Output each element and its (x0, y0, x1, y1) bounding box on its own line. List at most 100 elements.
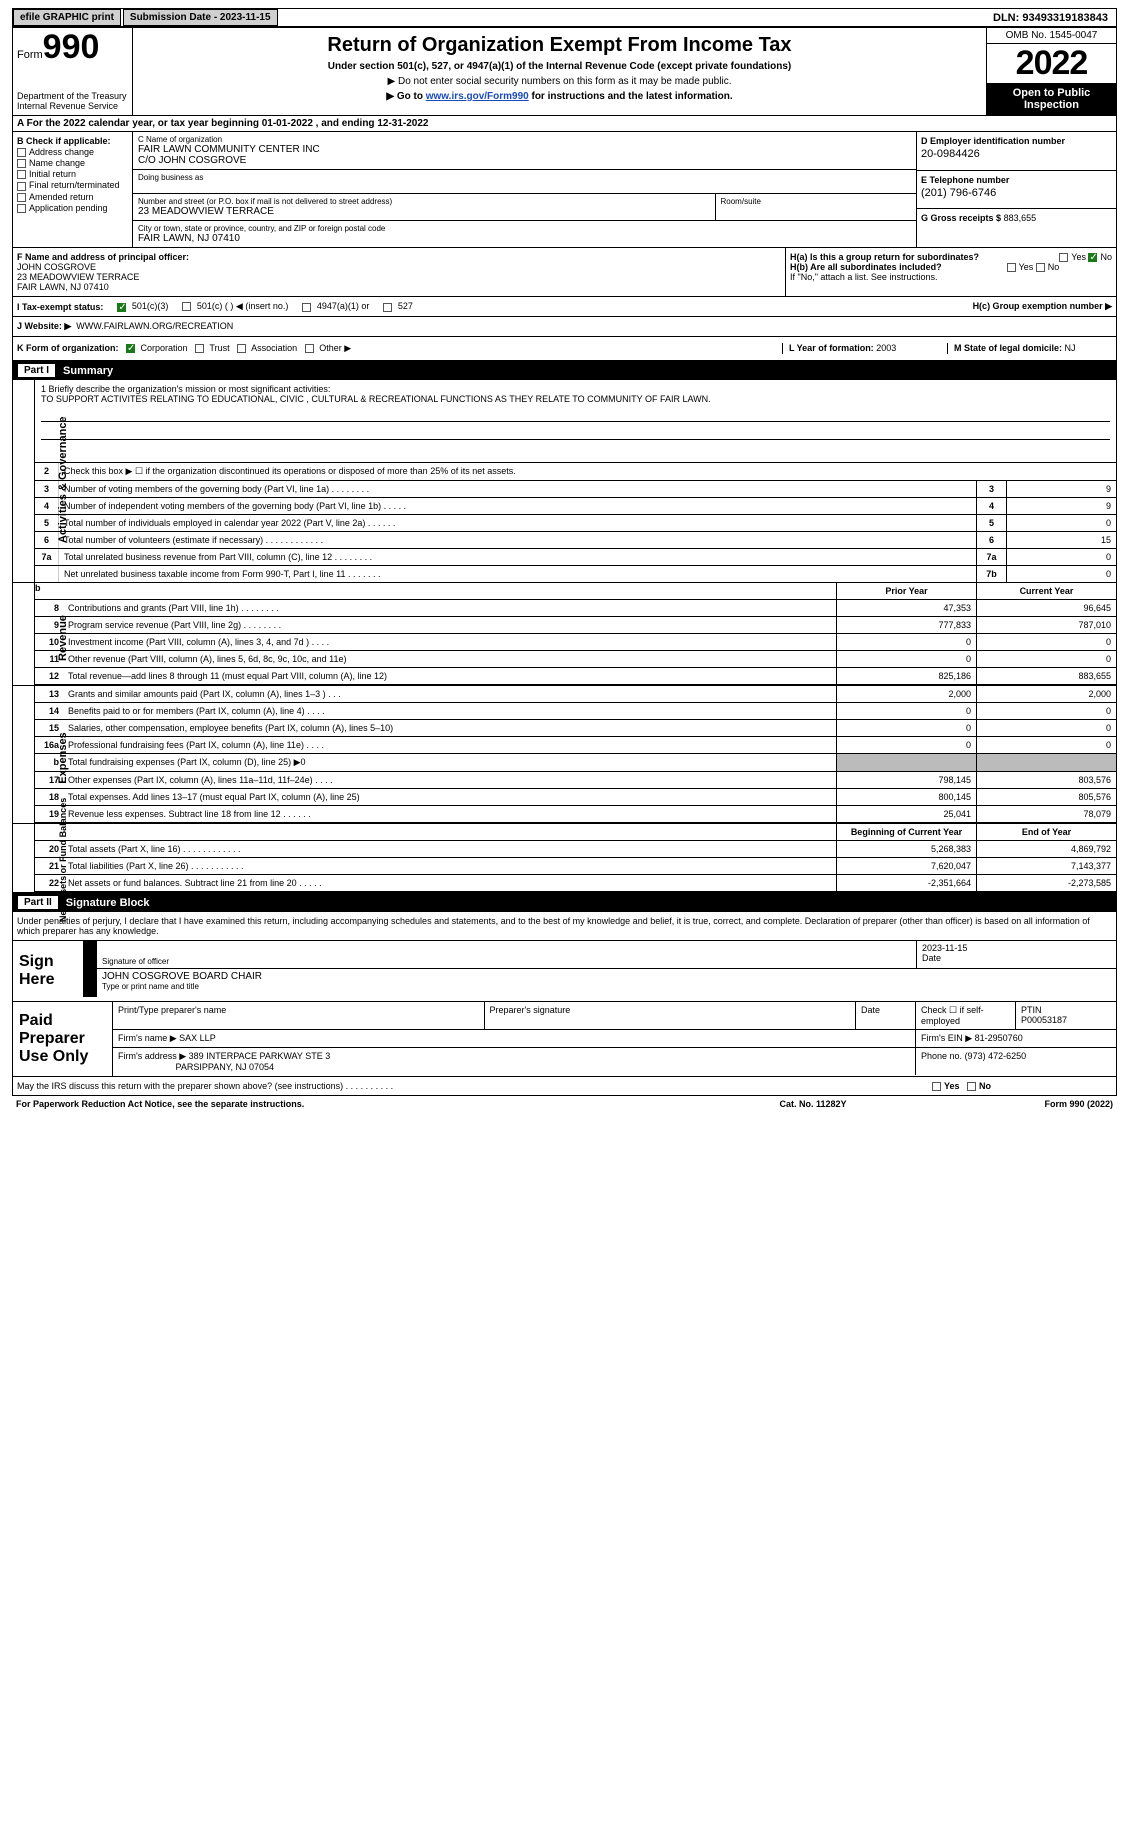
ein-value: 20-0984426 (921, 148, 1112, 160)
lbl-address: Number and street (or P.O. box if mail i… (138, 197, 710, 206)
penalty-statement: Under penalties of perjury, I declare th… (13, 912, 1116, 941)
chk-501c[interactable] (182, 302, 191, 311)
table-row: 10Investment income (Part VIII, column (… (35, 634, 1116, 651)
firm-phone: (973) 472-6250 (965, 1051, 1027, 1061)
table-row: 22Net assets or fund balances. Subtract … (35, 875, 1116, 892)
paid-preparer-label: Paid Preparer Use Only (13, 1002, 113, 1076)
year-formation: 2003 (876, 343, 896, 353)
section-a-tax-year: A For the 2022 calendar year, or tax yea… (12, 116, 1117, 132)
lbl-firm-addr: Firm's address ▶ (118, 1051, 186, 1061)
table-row: 16aProfessional fundraising fees (Part I… (35, 737, 1116, 754)
lbl-website: J Website: ▶ (17, 321, 71, 331)
lbl-date: Date (922, 953, 941, 963)
officer-addr1: 23 MEADOWVIEW TERRACE (17, 272, 781, 282)
chk-4947[interactable] (302, 303, 311, 312)
org-city: FAIR LAWN, NJ 07410 (138, 233, 911, 244)
chk-corp[interactable] (126, 344, 135, 353)
table-row: 14Benefits paid to or for members (Part … (35, 703, 1116, 720)
row-hb-note: If "No," attach a list. See instructions… (790, 272, 1112, 282)
gov-row: 5Total number of individuals employed in… (35, 515, 1116, 532)
arrow-icon (83, 941, 97, 968)
org-name: FAIR LAWN COMMUNITY CENTER INC (138, 144, 911, 155)
chk-discuss-no[interactable] (967, 1082, 976, 1091)
lbl-year-formation: L Year of formation: (789, 343, 874, 353)
org-address: 23 MEADOWVIEW TERRACE (138, 206, 710, 217)
lbl-room: Room/suite (721, 197, 912, 206)
row-hb: H(b) Are all subordinates included? Yes … (790, 262, 1112, 272)
lbl-telephone: E Telephone number (921, 175, 1112, 185)
chk-527[interactable] (383, 303, 392, 312)
chk-final-return[interactable]: Final return/terminated (17, 180, 128, 190)
form-subtitle-3: ▶ Go to www.irs.gov/Form990 for instruct… (141, 91, 978, 102)
sig-date: 2023-11-15 (922, 943, 967, 953)
omb-number: OMB No. 1545-0047 (987, 28, 1116, 44)
gross-receipts-value: 883,655 (1004, 213, 1037, 223)
table-row: 15Salaries, other compensation, employee… (35, 720, 1116, 737)
mission-label: 1 Briefly describe the organization's mi… (41, 384, 1110, 394)
gov-row: 3Number of voting members of the governi… (35, 481, 1116, 498)
form-title: Return of Organization Exempt From Incom… (141, 34, 978, 57)
chk-trust[interactable] (195, 344, 204, 353)
sign-here-label: Sign Here (13, 941, 83, 1001)
firm-addr2: PARSIPPANY, NJ 07054 (176, 1062, 275, 1072)
row-hc: H(c) Group exemption number ▶ (973, 301, 1112, 312)
table-row: bTotal fundraising expenses (Part IX, co… (35, 754, 1116, 772)
lbl-form-org: K Form of organization: (17, 343, 119, 353)
mission-text: TO SUPPORT ACTIVITES RELATING TO EDUCATI… (41, 394, 1110, 404)
open-to-public: Open to Public Inspection (987, 83, 1116, 115)
lbl-principal-officer: F Name and address of principal officer: (17, 252, 781, 262)
part-2-header: Part IISignature Block (12, 893, 1117, 912)
lbl-firm-ein: Firm's EIN ▶ (921, 1033, 972, 1043)
gov-row: 6Total number of volunteers (estimate if… (35, 532, 1116, 549)
form-subtitle-1: Under section 501(c), 527, or 4947(a)(1)… (141, 61, 978, 72)
table-row: 21Total liabilities (Part X, line 26) . … (35, 858, 1116, 875)
col-eoy: End of Year (976, 824, 1116, 840)
table-row: 19Revenue less expenses. Subtract line 1… (35, 806, 1116, 823)
col-boy: Beginning of Current Year (836, 824, 976, 840)
form-label: Form (17, 49, 43, 61)
table-row: 12Total revenue—add lines 8 through 11 (… (35, 668, 1116, 685)
efile-graphic-button[interactable]: efile GRAPHIC print (13, 9, 121, 26)
lbl-gross-receipts: G Gross receipts $ (921, 213, 1001, 223)
chk-other[interactable] (305, 344, 314, 353)
gov-row: 2Check this box ▶ ☐ if the organization … (35, 463, 1116, 481)
state-domicile: NJ (1065, 343, 1076, 353)
chk-name-change[interactable]: Name change (17, 158, 128, 168)
lbl-preparer-sig: Preparer's signature (485, 1002, 857, 1029)
lbl-self-employed: Check ☐ if self-employed (916, 1002, 1016, 1029)
row-i-tax-status: I Tax-exempt status: 501(c)(3) 501(c) ( … (12, 297, 1117, 317)
chk-address-change[interactable]: Address change (17, 147, 128, 157)
officer-name: JOHN COSGROVE (17, 262, 781, 272)
chk-discuss-yes[interactable] (932, 1082, 941, 1091)
care-of: C/O JOHN COSGROVE (138, 155, 911, 166)
table-row: 17Other expenses (Part IX, column (A), l… (35, 772, 1116, 789)
telephone-value: (201) 796-6746 (921, 187, 1112, 199)
chk-initial-return[interactable]: Initial return (17, 169, 128, 179)
irs-link[interactable]: www.irs.gov/Form990 (426, 91, 529, 102)
submission-date-pill: Submission Date - 2023-11-15 (123, 9, 278, 26)
table-row: 13Grants and similar amounts paid (Part … (35, 686, 1116, 703)
gov-row: 4Number of independent voting members of… (35, 498, 1116, 515)
form-subtitle-2: ▶ Do not enter social security numbers o… (141, 76, 978, 87)
chk-assoc[interactable] (237, 344, 246, 353)
lbl-org-name: C Name of organization (138, 135, 911, 144)
chk-application-pending[interactable]: Application pending (17, 203, 128, 213)
irs-discuss-row: May the IRS discuss this return with the… (12, 1077, 1117, 1096)
form-header: Form990 Department of the Treasury Inter… (12, 28, 1117, 116)
firm-addr1: 389 INTERPACE PARKWAY STE 3 (189, 1051, 331, 1061)
chk-amended-return[interactable]: Amended return (17, 192, 128, 202)
tab-revenue: Revenue (57, 578, 69, 698)
lbl-prep-date: Date (856, 1002, 916, 1029)
gov-row: Net unrelated business taxable income fr… (35, 566, 1116, 582)
col-current-year: Current Year (976, 583, 1116, 599)
lbl-print-name: Type or print name and title (102, 982, 199, 991)
lbl-ptin: PTIN (1021, 1005, 1042, 1015)
lbl-city: City or town, state or province, country… (138, 224, 911, 233)
lbl-sig-officer: Signature of officer (102, 957, 169, 966)
tab-activities-governance: Activities & Governance (57, 423, 69, 543)
tab-net-assets: Net Assets or Fund Balances (58, 802, 68, 922)
chk-501c3[interactable] (117, 303, 126, 312)
lbl-firm-phone: Phone no. (921, 1051, 962, 1061)
lbl-firm-name: Firm's name ▶ (118, 1033, 177, 1043)
gov-row: 7aTotal unrelated business revenue from … (35, 549, 1116, 566)
